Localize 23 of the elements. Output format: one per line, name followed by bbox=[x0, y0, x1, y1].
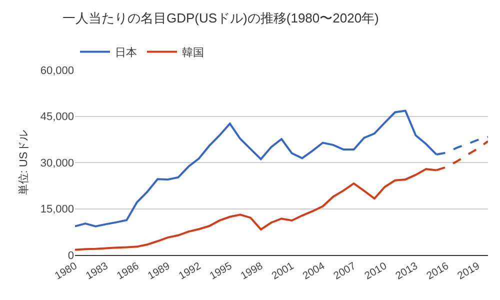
legend-label: 韓国 bbox=[182, 46, 204, 60]
x-tick-label: 2001 bbox=[270, 260, 296, 282]
x-tick-label: 2007 bbox=[332, 260, 358, 282]
y-tick-label: 45,000 bbox=[40, 111, 74, 124]
x-tick-label: 1983 bbox=[84, 260, 110, 282]
x-tick-label: 1998 bbox=[238, 260, 266, 282]
x-tick-label: 1989 bbox=[146, 260, 172, 282]
x-tick-label: 1992 bbox=[176, 260, 204, 282]
x-tick-label: 1995 bbox=[208, 260, 234, 282]
x-tick-label: 2019 bbox=[456, 260, 482, 282]
y-axis-title: 単位: USドル bbox=[18, 130, 30, 196]
y-tick-label: 0 bbox=[68, 250, 74, 262]
x-tick-label: 1980 bbox=[52, 260, 80, 282]
y-tick-label: 60,000 bbox=[40, 64, 74, 77]
y-tick-label: 15,000 bbox=[40, 204, 74, 216]
x-tick-label: 2016 bbox=[424, 260, 451, 282]
y-tick-label: 30,000 bbox=[40, 157, 74, 170]
x-tick-label: 2010 bbox=[362, 260, 390, 282]
x-tick-label: 2013 bbox=[394, 260, 420, 282]
legend-label: 日本 bbox=[115, 46, 137, 60]
x-tick-label: 1986 bbox=[114, 260, 142, 282]
chart-title: 一人当たりの名目GDP(USドル)の推移(1980〜2020年) bbox=[62, 10, 379, 26]
x-tick-label: 2004 bbox=[300, 260, 328, 282]
